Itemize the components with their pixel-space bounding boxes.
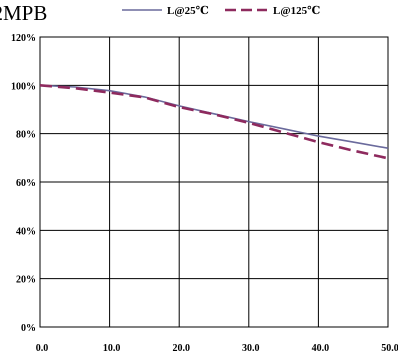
y-tick-label: 80% [16,130,36,141]
legend: L@25℃ L@125℃ [122,5,320,17]
series-line-0 [39,84,389,149]
x-axis-ticks: 0.0 10.0 20.0 30.0 40.0 50.0 [36,343,398,354]
chart-title: 22MPB [0,1,47,25]
y-tick-label: 120% [11,33,36,44]
y-tick-label: 40% [16,226,36,237]
x-tick-label: 40.0 [312,343,330,354]
y-tick-label: 60% [16,178,36,189]
grid [39,36,389,328]
x-tick-label: 30.0 [242,343,260,354]
y-axis-ticks: 0% 20% 40% 60% 80% 100% 120% [11,33,36,334]
x-tick-label: 10.0 [103,343,121,354]
y-tick-label: 0% [21,323,36,334]
x-tick-label: 50.0 [381,343,398,354]
y-tick-label: 100% [11,81,36,92]
legend-label-l125: L@125℃ [273,5,320,17]
x-tick-label: 20.0 [172,343,190,354]
legend-label-l25: L@25℃ [167,5,209,17]
plot-area: 0% 20% 40% 60% 80% 100% 120% 0.0 10.0 20.0 30.0 40… [11,33,398,354]
x-tick-label: 0.0 [36,343,49,354]
y-tick-label: 20% [16,275,36,286]
series-lines [39,84,389,160]
series-line-1 [39,84,389,160]
